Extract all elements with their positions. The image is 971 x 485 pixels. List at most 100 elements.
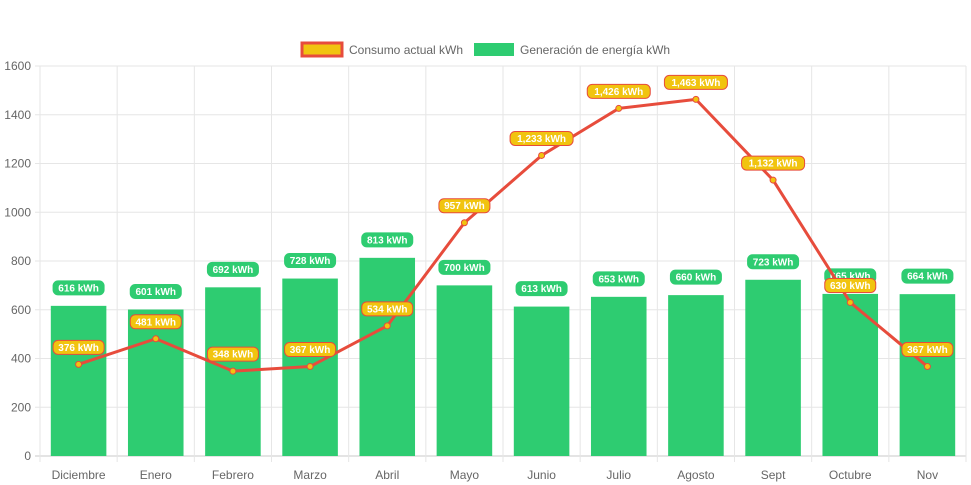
line-value-label-bg xyxy=(206,346,259,362)
line-value-label-bg xyxy=(824,277,877,293)
x-tick-label: Mayo xyxy=(450,468,480,482)
bar-value-label-text: 664 kWh xyxy=(907,272,948,283)
y-tick-label: 1200 xyxy=(4,157,31,171)
line-series xyxy=(75,95,931,375)
line-value-label-text: 481 kWh xyxy=(135,317,176,328)
line-value-label-bg xyxy=(586,83,651,99)
bar-value-label: 653 kWh xyxy=(592,271,645,287)
line-value-label: 534 kWh xyxy=(361,301,414,317)
bar-value-label-text: 700 kWh xyxy=(444,263,485,274)
line-value-label-bg xyxy=(901,342,954,358)
bar-series xyxy=(50,257,956,456)
x-tick-label: Junio xyxy=(527,468,556,482)
bar-value-label: 660 kWh xyxy=(669,269,722,285)
bar-value-label-text: 665 kWh xyxy=(830,271,871,282)
y-tick-label: 400 xyxy=(11,352,31,366)
bar-value-label: 613 kWh xyxy=(515,281,568,297)
x-tick-label: Enero xyxy=(140,468,172,482)
bar[interactable] xyxy=(50,305,107,456)
line-value-label: 367 kWh xyxy=(901,342,954,358)
y-axis: 0 200 400 600 800 1000 1200 1400 1600 xyxy=(4,59,31,463)
bar-value-label: 664 kWh xyxy=(901,268,954,284)
line-value-label-bg xyxy=(438,198,491,214)
bar-value-label: 723 kWh xyxy=(747,254,800,270)
y-tick-label: 600 xyxy=(11,303,31,317)
bar[interactable] xyxy=(745,279,801,456)
line-point[interactable] xyxy=(846,298,854,306)
bar-value-label: 700 kWh xyxy=(438,259,491,275)
bar-value-label-text: 601 kWh xyxy=(135,287,176,298)
y-tick-label: 1400 xyxy=(4,108,31,122)
x-tick-label: Octubre xyxy=(829,468,872,482)
line-value-label: 367 kWh xyxy=(284,342,337,358)
line-point[interactable] xyxy=(923,363,931,371)
bar-value-label-bg xyxy=(515,281,568,297)
y-tick-label: 200 xyxy=(11,400,31,414)
line-point[interactable] xyxy=(229,367,237,375)
x-tick-label: Diciembre xyxy=(52,468,106,482)
line-point[interactable] xyxy=(460,219,468,227)
line-value-label: 376 kWh xyxy=(52,339,105,355)
line-value-label-text: 1,463 kWh xyxy=(671,78,720,89)
bar[interactable] xyxy=(822,293,879,456)
line-value-label-text: 376 kWh xyxy=(58,343,99,354)
line-value-label-bg xyxy=(129,314,182,330)
line-value-label: 348 kWh xyxy=(206,346,259,362)
line-value-label: 481 kWh xyxy=(129,314,182,330)
line-value-label: 1,233 kWh xyxy=(509,130,574,146)
legend-label-generacion: Generación de energía kWh xyxy=(520,43,670,57)
line-value-label-text: 1,426 kWh xyxy=(594,87,643,98)
x-tick-label: Julio xyxy=(606,468,631,482)
legend: Consumo actual kWh Generación de energía… xyxy=(300,41,670,58)
legend-item-generacion[interactable]: Generación de energía kWh xyxy=(474,43,670,57)
line-value-label-text: 1,132 kWh xyxy=(749,159,798,170)
bar[interactable] xyxy=(668,295,724,456)
x-tick-label: Agosto xyxy=(677,468,715,482)
bar-value-label-bg xyxy=(901,268,954,284)
line-point[interactable] xyxy=(75,360,83,368)
legend-swatch-generacion xyxy=(474,43,514,56)
line-value-label-bg xyxy=(509,130,574,146)
bar-value-label-bg xyxy=(747,254,800,270)
bar-value-label-bg xyxy=(438,259,491,275)
line-value-label-bg xyxy=(284,342,337,358)
bar[interactable] xyxy=(436,285,493,456)
line-value-label: 957 kWh xyxy=(438,198,491,214)
x-tick-label: Febrero xyxy=(212,468,254,482)
bar-value-label: 616 kWh xyxy=(52,280,105,296)
bar-value-label-text: 728 kWh xyxy=(290,256,331,267)
bar[interactable] xyxy=(899,294,956,456)
line-path xyxy=(78,97,929,373)
line-point[interactable] xyxy=(692,95,700,103)
legend-item-consumo[interactable]: Consumo actual kWh xyxy=(300,41,463,58)
line-point[interactable] xyxy=(538,151,546,159)
bar-value-label-bg xyxy=(361,232,414,248)
bar[interactable] xyxy=(127,309,184,456)
bar-value-label: 728 kWh xyxy=(284,253,337,269)
line-point[interactable] xyxy=(615,104,623,112)
x-tick-label: Sept xyxy=(761,468,786,482)
bar[interactable] xyxy=(590,296,647,456)
bar-value-label-text: 723 kWh xyxy=(753,257,794,268)
bar-value-label-text: 660 kWh xyxy=(676,273,717,284)
line-point[interactable] xyxy=(383,322,391,330)
bar[interactable] xyxy=(359,257,416,456)
bar[interactable] xyxy=(513,306,570,456)
bar-value-label-text: 613 kWh xyxy=(521,284,562,295)
line-value-label-bg xyxy=(52,339,105,355)
line-value-label-text: 534 kWh xyxy=(367,304,408,315)
bar-value-label: 813 kWh xyxy=(361,232,414,248)
line-value-label: 1,132 kWh xyxy=(741,155,806,171)
bar-value-label: 601 kWh xyxy=(129,284,182,300)
line-value-label-text: 367 kWh xyxy=(290,345,331,356)
line-value-label: 1,426 kWh xyxy=(586,83,651,99)
bar-value-label-text: 616 kWh xyxy=(58,283,99,294)
bar-value-label-bg xyxy=(592,271,645,287)
line-point[interactable] xyxy=(152,335,160,343)
line-point[interactable] xyxy=(769,176,777,184)
line-value-label-text: 630 kWh xyxy=(830,281,871,292)
bar-value-label-bg xyxy=(284,253,337,269)
line-point[interactable] xyxy=(306,363,314,371)
bar-value-label-bg xyxy=(206,261,259,277)
